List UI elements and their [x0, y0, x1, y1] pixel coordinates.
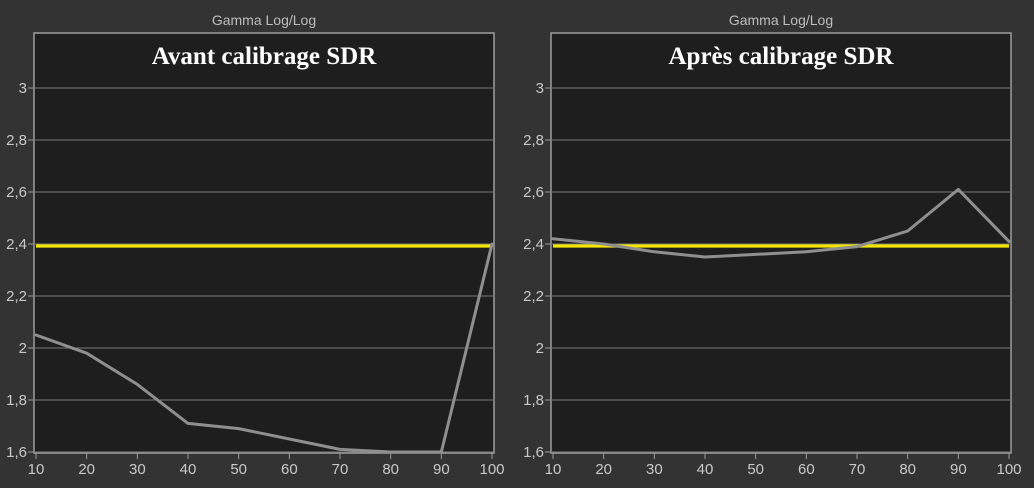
y-tick-label: 1,6: [6, 444, 27, 461]
x-tick-label: 40: [180, 461, 197, 478]
measurement-line: [34, 242, 494, 454]
x-tick-label: 100: [479, 461, 504, 478]
x-tick-label: 80: [382, 461, 399, 478]
gamma-chart-before: Gamma Log/Log 3 2,8 2,6 2,4 2,2 2 1,8 1,6 10 20 30…: [6, 12, 505, 478]
x-tick-label: 20: [78, 461, 95, 478]
x-tick-label: 100: [996, 461, 1021, 478]
plot-background: [33, 32, 495, 454]
chart-title: Avant calibrage SDR: [152, 43, 377, 70]
x-tick-label: 30: [129, 461, 146, 478]
y-tick-label: 2,8: [6, 132, 27, 149]
plot-background: [550, 32, 1012, 454]
chart-canvas-after: Gamma Log/Log 3 2,8 2,6 2,4 2,2 2 1,8 1,610 20 30…: [523, 12, 1022, 478]
x-tick-label: 50: [747, 461, 764, 478]
plot-area-after: 3 2,8 2,6 2,4 2,2 2 1,8 1,610 20 30 40 50 60 70 80 90 10…: [523, 32, 1022, 478]
x-tick-label: 60: [798, 461, 815, 478]
y-tick-label: 2,8: [523, 132, 544, 149]
x-tick-label: 10: [545, 461, 562, 478]
y-tick-label: 2,2: [523, 288, 544, 305]
x-tick-label: 10: [28, 461, 45, 478]
x-tick-label: 20: [595, 461, 612, 478]
x-tick-label: 90: [950, 461, 967, 478]
plot-area-before: 3 2,8 2,6 2,4 2,2 2 1,8 1,610 20 30 40 50 60 70 80 90 10…: [6, 32, 505, 478]
y-tick-label: 2,6: [6, 184, 27, 201]
measurement-line: [551, 187, 1011, 259]
gamma-chart-after: Gamma Log/Log 3 2,8 2,6 2,4 2,2 2 1,8 1,6 10 20 30…: [517, 0, 1034, 488]
y-tick-label: 1,6: [523, 444, 544, 461]
x-tick-label: 60: [281, 461, 298, 478]
x-tick-label: 70: [332, 461, 349, 478]
chart-header-label: Gamma Log/Log: [729, 12, 833, 28]
y-tick-label: 1,8: [523, 392, 544, 409]
x-tick-label: 40: [697, 461, 714, 478]
y-tick-label: 2,4: [523, 236, 544, 253]
chart-canvas-before: Gamma Log/Log 3 2,8 2,6 2,4 2,2 2 1,8 1,610 20 30…: [6, 12, 505, 478]
y-tick-label: 1,8: [6, 392, 27, 409]
y-tick-label: 2,2: [6, 288, 27, 305]
y-tick-label: 2: [536, 340, 544, 357]
chart-header-label: Gamma Log/Log: [212, 12, 316, 28]
y-tick-label: 3: [19, 80, 27, 97]
x-tick-label: 70: [849, 461, 866, 478]
chart-title: Après calibrage SDR: [669, 43, 895, 70]
y-tick-label: 2,4: [6, 236, 27, 253]
x-tick-label: 30: [646, 461, 663, 478]
y-tick-label: 2: [19, 340, 27, 357]
x-tick-label: 80: [899, 461, 916, 478]
y-tick-label: 3: [536, 80, 544, 97]
x-tick-label: 50: [230, 461, 247, 478]
x-tick-label: 90: [433, 461, 450, 478]
y-tick-label: 2,6: [523, 184, 544, 201]
